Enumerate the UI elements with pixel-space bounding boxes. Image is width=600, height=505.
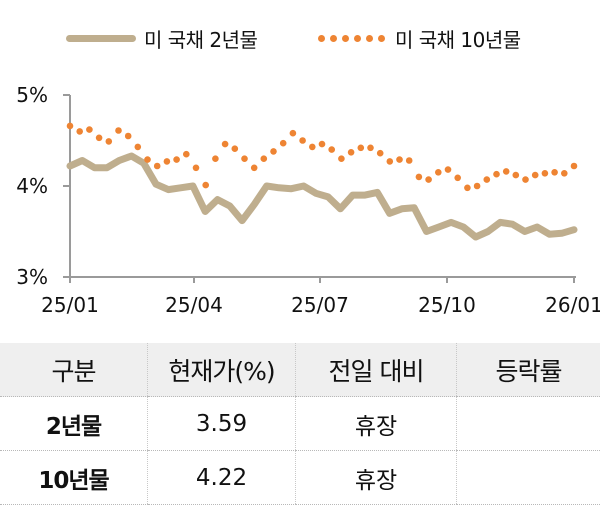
x-tick-2501: 25/01 bbox=[41, 293, 99, 317]
row-change: 휴장 bbox=[296, 397, 457, 451]
series-2y-line bbox=[70, 156, 574, 237]
table-row: 2년물 3.59 휴장 bbox=[0, 397, 600, 451]
y-tick-4: 4% bbox=[16, 174, 48, 198]
row-rate bbox=[457, 451, 600, 505]
col-header-price: 현재가(%) bbox=[148, 343, 296, 397]
x-tick-2504: 25/04 bbox=[165, 293, 223, 317]
table-row: 10년물 4.22 휴장 bbox=[0, 451, 600, 505]
col-header-rate: 등락률 bbox=[457, 343, 600, 397]
row-price: 4.22 bbox=[148, 451, 296, 505]
x-tick-2507: 25/07 bbox=[291, 293, 349, 317]
series-10y-dots bbox=[67, 123, 578, 192]
yield-chart: 5% 4% 3% 25/01 25/04 25/07 25/10 26/01 bbox=[0, 0, 600, 330]
row-rate bbox=[457, 397, 600, 451]
x-tick-2601: 26/01 bbox=[545, 293, 600, 317]
row-name: 2년물 bbox=[0, 397, 148, 451]
table-header-row: 구분 현재가(%) 전일 대비 등락률 bbox=[0, 343, 600, 397]
col-header-change: 전일 대비 bbox=[296, 343, 457, 397]
x-tick-2510: 25/10 bbox=[418, 293, 476, 317]
quote-table: 구분 현재가(%) 전일 대비 등락률 2년물 3.59 휴장 10년물 4.2… bbox=[0, 343, 600, 505]
y-tick-5: 5% bbox=[16, 83, 48, 107]
row-change: 휴장 bbox=[296, 451, 457, 505]
y-tick-3: 3% bbox=[16, 265, 48, 289]
row-price: 3.59 bbox=[148, 397, 296, 451]
row-name: 10년물 bbox=[0, 451, 148, 505]
col-header-category: 구분 bbox=[0, 343, 148, 397]
